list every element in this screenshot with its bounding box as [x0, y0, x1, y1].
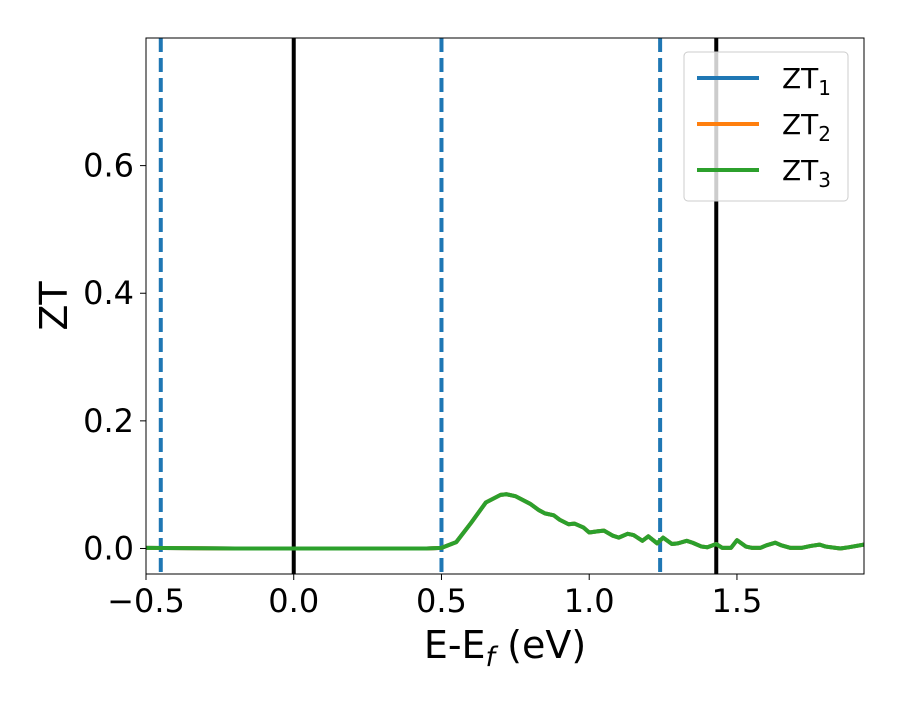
- y-axis-label: ZT: [32, 281, 76, 331]
- x-tick-label: 0.0: [268, 582, 319, 620]
- x-tick-label: −0.5: [107, 582, 185, 620]
- y-tick-label: 0.6: [83, 147, 134, 185]
- legend-box: [683, 51, 849, 202]
- x-axis-label-unit: (eV): [495, 623, 586, 667]
- series-lines: [146, 492, 864, 551]
- legend-label-zt2: ZT2: [782, 108, 831, 146]
- x-axis-label-main: E-E: [424, 623, 486, 667]
- x-axis-label: E-Ef (eV): [424, 623, 586, 673]
- legend: ZT1 ZT2 ZT3: [683, 51, 849, 202]
- y-tick-label: 0.0: [83, 529, 134, 567]
- y-tick-label: 0.4: [83, 274, 134, 312]
- legend-label-zt3: ZT3: [782, 154, 831, 192]
- legend-label-zt1: ZT1: [782, 62, 831, 100]
- x-tick-label: 1.0: [564, 582, 615, 620]
- x-tick-label: 1.5: [712, 582, 763, 620]
- x-axis-ticks: −0.5 0.0 0.5 1.0 1.5: [107, 574, 762, 620]
- series-line-zt3: [146, 492, 864, 551]
- x-tick-label: 0.5: [416, 582, 467, 620]
- y-axis-ticks: 0.0 0.2 0.4 0.6: [83, 147, 146, 567]
- plot-frame: [145, 37, 865, 575]
- reference-lines: [158, 38, 719, 574]
- y-tick-label: 0.2: [83, 402, 134, 440]
